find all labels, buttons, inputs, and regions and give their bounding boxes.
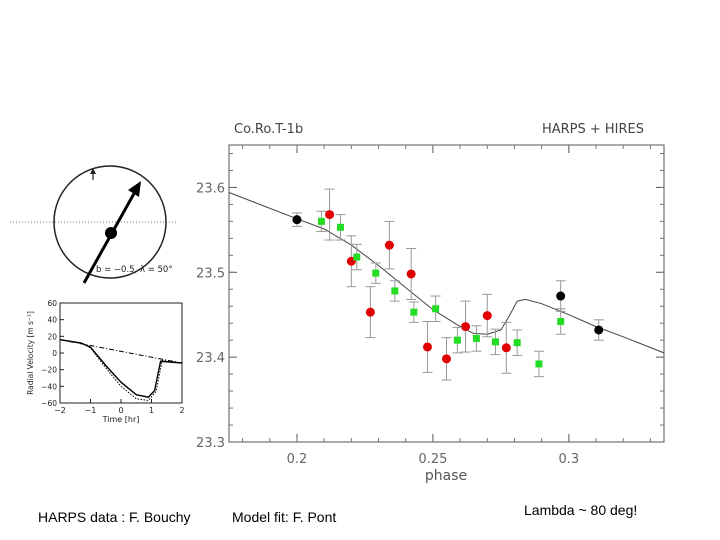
inset-curve-solid	[59, 339, 183, 398]
data-point-square	[336, 223, 344, 231]
orbit-arrowhead-icon	[128, 181, 141, 197]
data-point-circle	[406, 269, 416, 279]
inset-x-tick-label: 1	[149, 406, 154, 415]
spin-arrowhead-icon	[90, 168, 96, 174]
inset-y-tick-label: −60	[41, 399, 57, 408]
data-point-circle	[325, 210, 335, 220]
main-x-axis-label: phase	[425, 468, 467, 484]
y-tick-label: 23.5	[196, 266, 225, 281]
rv-phase-chart: Co.Ro.T-1b HARPS + HIRES phase 0.2 0.25 0.…	[196, 122, 665, 484]
inset-y-tick-label: −40	[41, 382, 57, 391]
data-point-circle	[594, 325, 604, 335]
x-tick-label: 0.3	[559, 452, 580, 467]
planet-disk	[105, 227, 117, 239]
inset-y-tick-label: 40	[47, 316, 57, 325]
y-tick-label: 23.4	[196, 351, 225, 366]
inset-x-tick-label: −2	[54, 406, 66, 415]
data-points	[291, 188, 604, 381]
inset-curve-dashdot	[59, 339, 183, 364]
x-tick-label: 0.2	[287, 452, 308, 467]
data-point-square	[353, 253, 361, 261]
orbit-parameters-label: b = −0.5, λ = 50°	[96, 265, 173, 275]
y-tick-label: 23.3	[196, 436, 225, 451]
data-point-square	[372, 269, 380, 277]
data-point-square	[410, 308, 418, 316]
data-point-circle	[384, 240, 394, 250]
inset-y-tick-label: 0	[52, 349, 57, 358]
inset-y-tick-label: 60	[47, 299, 57, 308]
data-point-square	[472, 334, 480, 342]
data-point-square	[317, 217, 325, 225]
data-point-circle	[292, 215, 302, 225]
data-point-circle	[482, 311, 492, 321]
caption-model-fit: Model fit: F. Pont	[232, 509, 337, 525]
inset-plot-frame	[59, 302, 183, 404]
rm-inset-chart: −2 −1 0 1 2 60 40 20 0 −20 −40 −60 Time [hr] Radial…	[26, 299, 185, 424]
x-tick-label: 0.25	[418, 452, 447, 467]
caption-harps-data: HARPS data : F. Bouchy	[38, 509, 191, 525]
data-point-square	[535, 360, 543, 368]
main-axis-ticks: 0.2 0.25 0.3 23.3 23.4 23.5 23.6	[196, 145, 664, 467]
data-point-square	[491, 338, 499, 346]
data-point-circle	[442, 354, 451, 364]
orbit-geometry-diagram: b = −0.5, λ = 50°	[10, 165, 178, 284]
data-point-circle	[556, 291, 566, 301]
data-point-circle	[461, 322, 471, 332]
data-point-square	[453, 336, 461, 344]
data-point-circle	[365, 307, 375, 317]
main-title-right: HARPS + HIRES	[542, 122, 644, 137]
y-tick-label: 23.6	[196, 181, 225, 196]
inset-y-axis-label: Radial Velocity [m s⁻¹]	[26, 311, 35, 395]
stellar-disk	[53, 165, 167, 279]
main-plot-frame	[228, 144, 665, 443]
data-point-square	[432, 305, 440, 313]
data-point-circle	[422, 342, 432, 352]
data-point-square	[513, 339, 521, 347]
inset-x-tick-label: 2	[179, 406, 184, 415]
inset-y-tick-label: −20	[41, 366, 57, 375]
inset-y-tick-label: 20	[47, 332, 57, 341]
main-title-left: Co.Ro.T-1b	[234, 122, 303, 137]
caption-lambda: Lambda ~ 80 deg!	[524, 502, 638, 518]
inset-axis-ticks: −2 −1 0 1 2 60 40 20 0 −20 −40 −60	[41, 299, 184, 415]
data-point-square	[391, 287, 399, 295]
data-point-circle	[501, 343, 511, 353]
data-point-square	[557, 318, 565, 326]
inset-x-axis-label: Time [hr]	[102, 415, 140, 424]
inset-x-tick-label: 0	[118, 406, 123, 415]
inset-curve-dotted	[59, 339, 183, 402]
inset-curves	[59, 339, 183, 402]
inset-x-tick-label: −1	[85, 406, 97, 415]
